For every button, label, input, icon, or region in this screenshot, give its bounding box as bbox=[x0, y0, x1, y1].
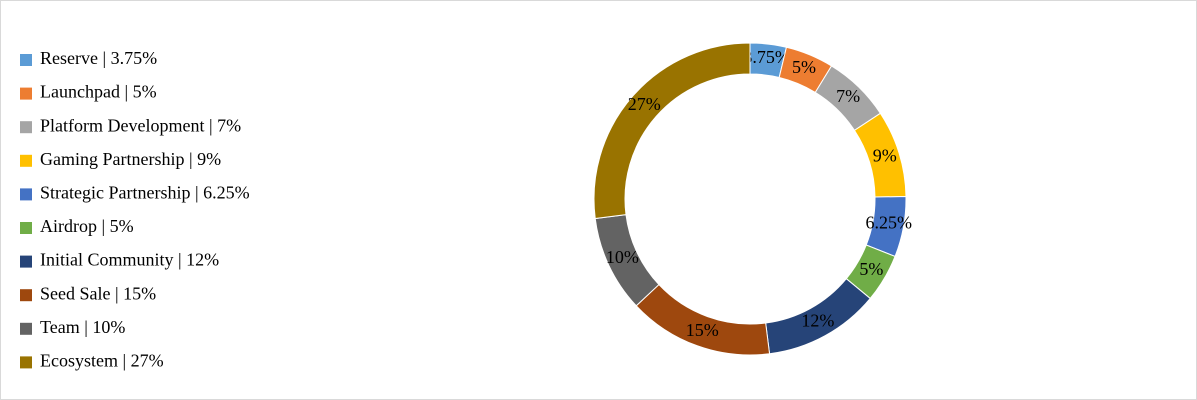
donut-slice bbox=[593, 42, 751, 220]
legend-swatch bbox=[20, 87, 32, 100]
data-label: 5% bbox=[792, 57, 816, 77]
data-label: 7% bbox=[836, 86, 860, 106]
data-label: 12% bbox=[801, 311, 834, 331]
legend-label: Strategic Partnership | 6.25% bbox=[40, 183, 250, 203]
legend-swatch bbox=[20, 222, 32, 234]
legend-swatch bbox=[20, 154, 32, 167]
legend-label: Seed Sale | 15% bbox=[40, 283, 156, 303]
legend-swatch bbox=[20, 121, 32, 134]
data-label: 5% bbox=[859, 259, 883, 279]
legend-swatch bbox=[20, 255, 32, 268]
legend-swatch bbox=[20, 322, 32, 335]
data-label: 15% bbox=[686, 320, 719, 340]
data-label: 27% bbox=[628, 94, 661, 114]
data-label: 6.25% bbox=[865, 212, 912, 232]
legend-label: Team | 10% bbox=[40, 317, 125, 337]
data-label: 9% bbox=[873, 146, 897, 166]
legend-label: Ecosystem | 27% bbox=[40, 351, 164, 371]
legend-label: Initial Community | 12% bbox=[40, 250, 219, 270]
legend-label: Platform Development | 7% bbox=[40, 115, 241, 135]
legend-swatch bbox=[20, 356, 32, 369]
legend-label: Gaming Partnership | 9% bbox=[40, 149, 221, 169]
legend-swatch bbox=[20, 289, 32, 302]
data-label: 10% bbox=[606, 247, 639, 267]
legend-swatch bbox=[20, 54, 32, 66]
legend-label: Reserve | 3.75% bbox=[40, 48, 157, 68]
legend-label: Launchpad | 5% bbox=[40, 82, 157, 102]
legend-swatch bbox=[20, 188, 32, 201]
data-label: 3.75% bbox=[743, 47, 790, 67]
legend-label: Airdrop | 5% bbox=[40, 216, 134, 236]
